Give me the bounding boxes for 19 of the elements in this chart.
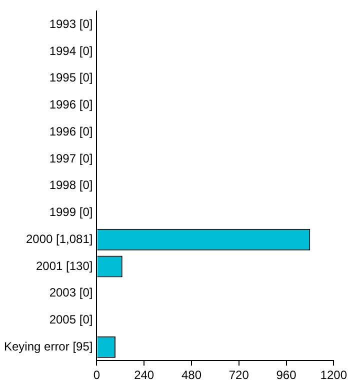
y-tick-label: 1994 [0] [49, 44, 93, 58]
x-tick-label: 960 [276, 368, 297, 382]
y-tick-label: 2001 [130] [36, 258, 93, 273]
x-tick-label: 240 [134, 368, 154, 382]
x-tick-label: 1200 [320, 368, 348, 382]
y-tick-label: 2005 [0] [49, 312, 93, 327]
y-tick-label: 1995 [0] [49, 70, 93, 85]
x-tick-label: 480 [181, 368, 202, 382]
x-tick-label: 720 [228, 368, 250, 382]
y-tick-label: 1998 [0] [49, 178, 93, 192]
y-tick-label: 1993 [0] [49, 16, 93, 31]
y-tick-label: 1996 [0] [49, 124, 93, 138]
y-tick-label: Keying error [95] [4, 339, 93, 354]
y-tick-label: 1996 [0] [49, 98, 93, 112]
x-tick-label: 0 [93, 368, 100, 382]
y-tick-label: 2003 [0] [49, 286, 93, 300]
y-tick-label: 1997 [0] [49, 151, 93, 166]
y-tick-label: 1999 [0] [49, 205, 93, 220]
y-tick-label: 2000 [1,081] [26, 232, 93, 246]
